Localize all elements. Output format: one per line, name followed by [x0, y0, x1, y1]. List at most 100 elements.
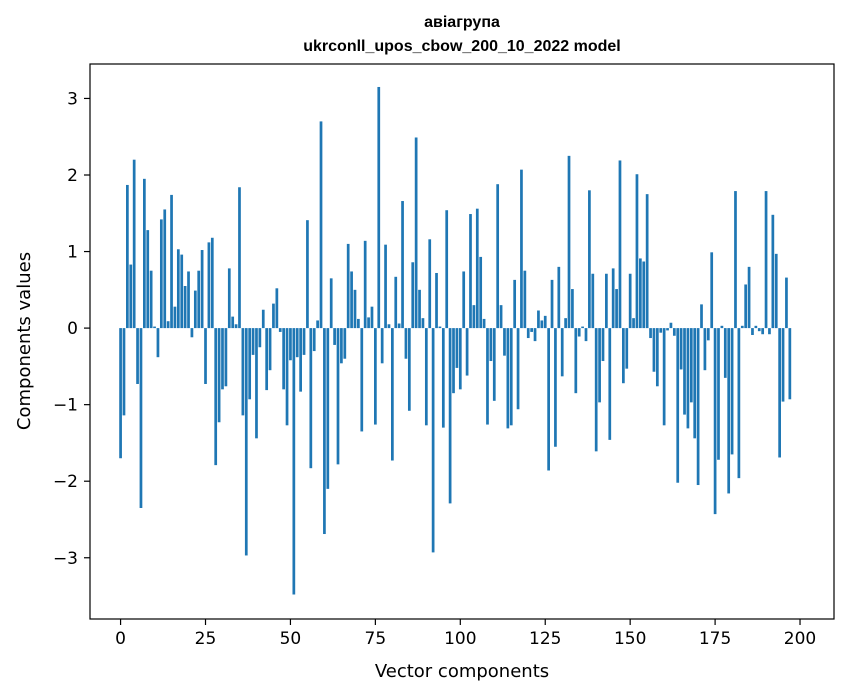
bar: [340, 328, 343, 364]
bar: [696, 328, 700, 486]
bar: [754, 325, 758, 329]
bar: [764, 191, 768, 329]
bar: [655, 328, 659, 387]
bar: [584, 328, 588, 342]
bar: [615, 289, 618, 329]
x-tick-label: 25: [195, 629, 217, 649]
bar: [149, 270, 153, 329]
bar: [689, 328, 693, 403]
bar: [343, 328, 347, 359]
bar: [404, 328, 408, 359]
y-tick-label: −2: [53, 472, 78, 492]
bar: [190, 328, 194, 338]
bar: [329, 278, 333, 329]
bar: [499, 305, 503, 329]
bar: [122, 328, 126, 416]
bar: [560, 328, 564, 377]
bar: [391, 328, 394, 461]
bar: [268, 328, 272, 371]
bar: [414, 137, 418, 329]
y-tick-label: 0: [67, 319, 78, 339]
bar: [462, 271, 466, 329]
bar: [652, 328, 656, 372]
bar: [139, 328, 143, 508]
bar: [774, 253, 778, 329]
bar: [248, 328, 252, 400]
bar: [346, 243, 350, 329]
bar: [251, 328, 255, 355]
bar: [438, 326, 442, 329]
bar: [210, 237, 214, 329]
bar: [197, 270, 201, 329]
bar: [221, 328, 224, 390]
bar: [622, 328, 625, 384]
x-tick-label: 0: [115, 629, 126, 649]
y-tick-label: −3: [53, 549, 78, 569]
y-tick-label: 2: [67, 166, 78, 186]
x-tick-label: 150: [614, 629, 646, 649]
bar: [737, 328, 741, 479]
bar: [506, 328, 510, 429]
bar: [319, 121, 323, 329]
bar: [723, 328, 727, 378]
bar: [374, 328, 377, 425]
bar: [397, 323, 401, 329]
bar: [788, 328, 792, 400]
bar: [136, 328, 139, 384]
y-tick-label: 1: [67, 243, 78, 263]
bar: [163, 209, 167, 329]
bar: [353, 289, 357, 329]
bar: [299, 328, 302, 392]
bar: [479, 256, 483, 329]
bar: [700, 304, 703, 329]
bar: [156, 328, 160, 358]
y-tick-label: −1: [53, 396, 78, 416]
bar: [217, 328, 221, 423]
bar: [431, 328, 435, 553]
bar: [679, 328, 683, 370]
bar: [224, 328, 228, 387]
bar: [258, 328, 262, 348]
bar: [492, 328, 496, 401]
bar: [166, 321, 170, 329]
bar: [778, 328, 781, 458]
bar: [146, 230, 150, 329]
bar: [241, 328, 245, 416]
bar: [598, 328, 601, 403]
bar: [683, 328, 686, 415]
bar: [458, 328, 462, 390]
bar: [170, 194, 173, 329]
bar: [272, 303, 275, 329]
bar: [605, 273, 608, 329]
bar: [669, 322, 673, 329]
bar: [204, 328, 207, 384]
x-tick-label: 175: [699, 629, 731, 649]
bar: [244, 328, 248, 556]
bar: [516, 328, 520, 410]
bar: [424, 328, 428, 426]
bar: [730, 328, 734, 455]
bar: [672, 328, 676, 336]
x-axis-ticks: 0 25 50 75 100 125 150 175 200: [115, 619, 816, 649]
bar: [588, 190, 591, 329]
bar: [302, 328, 306, 355]
bar: [452, 328, 455, 394]
bar: [710, 252, 714, 329]
bar: [469, 214, 472, 329]
bar: [441, 328, 445, 428]
bar: [543, 315, 547, 329]
bar: [771, 214, 775, 329]
bar: [159, 219, 163, 329]
bar: [662, 328, 666, 426]
bar: [282, 328, 285, 390]
bar: [717, 328, 720, 460]
y-tick-label: 3: [67, 89, 78, 109]
bar: [530, 328, 533, 332]
bar: [261, 309, 265, 329]
bar: [472, 305, 476, 329]
bar: [312, 328, 316, 352]
x-tick-label: 200: [784, 629, 816, 649]
bar: [323, 328, 326, 535]
bar: [639, 258, 642, 329]
bar: [119, 328, 122, 459]
